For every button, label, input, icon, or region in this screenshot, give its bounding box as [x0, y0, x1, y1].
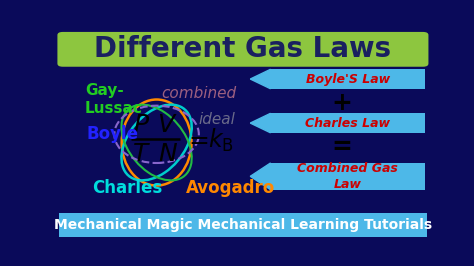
Text: Gay-
Lussac: Gay- Lussac: [85, 83, 143, 116]
Text: $\mathbf{\it{V}}$: $\mathbf{\it{V}}$: [157, 113, 178, 137]
Bar: [271, 69, 425, 89]
Text: Charles Law: Charles Law: [305, 117, 390, 130]
Bar: [59, 213, 427, 237]
Polygon shape: [250, 163, 271, 190]
Text: $k_{\rm B}$: $k_{\rm B}$: [208, 127, 234, 154]
Text: Mechanical Magic Mechanical Learning Tutorials: Mechanical Magic Mechanical Learning Tut…: [54, 218, 432, 232]
Text: $\mathbf{\it{T}}$: $\mathbf{\it{T}}$: [132, 142, 151, 166]
Text: $\mathbf{\it{N}}$: $\mathbf{\it{N}}$: [157, 142, 178, 166]
Text: Combined Gas
Law: Combined Gas Law: [297, 162, 398, 191]
Text: combined: combined: [161, 86, 237, 101]
Text: =: =: [332, 135, 353, 159]
FancyBboxPatch shape: [57, 32, 428, 67]
Polygon shape: [250, 69, 271, 89]
Text: Boyle'S Law: Boyle'S Law: [306, 73, 390, 86]
Bar: [271, 113, 425, 133]
Text: Different Gas Laws: Different Gas Laws: [94, 35, 392, 63]
Text: +: +: [332, 91, 353, 115]
Text: ideal: ideal: [199, 113, 236, 127]
Text: Boyle: Boyle: [87, 125, 139, 143]
Text: Charles: Charles: [92, 178, 163, 197]
Text: Avogadro: Avogadro: [186, 178, 275, 197]
Bar: [271, 163, 425, 190]
Text: $=$: $=$: [184, 127, 210, 151]
Text: $\mathbf{\it{P}}$: $\mathbf{\it{P}}$: [133, 113, 150, 137]
Polygon shape: [250, 113, 271, 133]
